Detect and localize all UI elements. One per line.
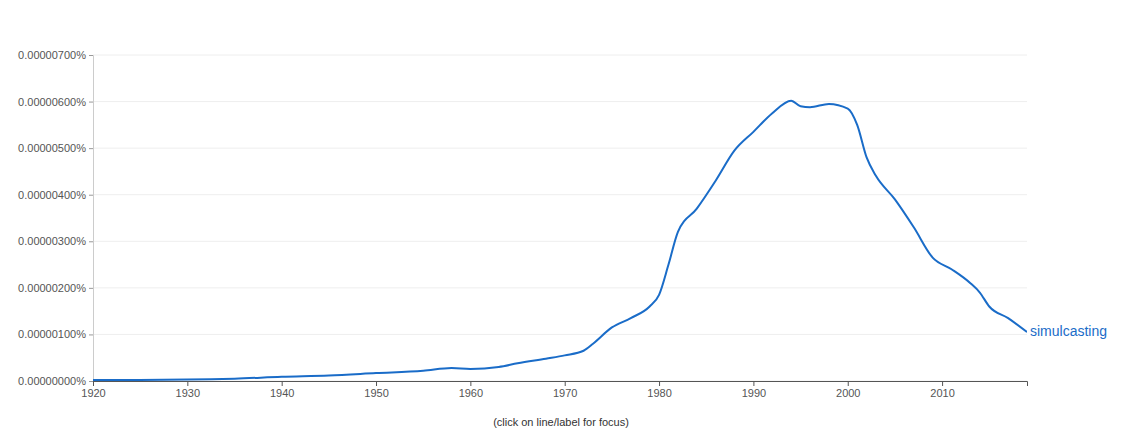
x-tick: 1960	[459, 381, 483, 399]
y-axis-line	[89, 56, 94, 382]
y-tick-mark	[89, 148, 93, 149]
grid-line	[93, 148, 1027, 149]
x-tick: 1970	[553, 381, 577, 399]
grid-line	[93, 194, 1027, 195]
x-tick-label: 1940	[270, 387, 294, 399]
x-tick: 1940	[270, 381, 294, 399]
x-tick-label: 1970	[553, 387, 577, 399]
x-tick-mark	[93, 381, 94, 386]
y-tick-label: 0.00000600%	[18, 96, 86, 108]
x-tick-mark	[659, 381, 660, 386]
y-axis: 0.00000000% 0.00000100% 0.00000200% 0.00000…	[18, 49, 93, 387]
y-tick-mark	[89, 241, 93, 242]
x-tick: 1920	[81, 381, 105, 399]
x-tick: 1990	[742, 381, 766, 399]
x-tick-label: 1980	[647, 387, 671, 399]
y-tick: 0.00000600%	[18, 96, 93, 108]
y-tick-mark	[89, 288, 93, 289]
y-tick-mark	[89, 334, 93, 335]
y-tick-mark	[89, 381, 93, 382]
y-tick-label: 0.00000300%	[18, 235, 86, 247]
x-tick-mark	[470, 381, 471, 386]
y-tick: 0.00000700%	[18, 49, 93, 61]
x-tick-label: 1920	[81, 387, 105, 399]
grid-line	[93, 101, 1027, 102]
x-axis: 1920 1930 1940 1950 1960 1970 1980 1990 2000 2010	[81, 381, 1027, 399]
x-tick: 2000	[836, 381, 860, 399]
y-tick-label: 0.00000700%	[18, 49, 86, 61]
x-tick: 1950	[364, 381, 388, 399]
chart: 0.00000000% 0.00000100% 0.00000200% 0.00000…	[0, 0, 1123, 440]
y-tick: 0.00000200%	[18, 282, 93, 294]
x-tick-mark	[848, 381, 849, 386]
y-tick-label: 0.00000200%	[18, 282, 86, 294]
y-tick: 0.00000400%	[18, 189, 93, 201]
grid-line	[93, 334, 1027, 335]
grid-line	[93, 241, 1027, 242]
y-tick: 0.00000300%	[18, 235, 93, 247]
y-tick-label: 0.00000100%	[18, 328, 86, 340]
x-tick: 1980	[647, 381, 671, 399]
grid	[93, 55, 1027, 381]
x-tick-label: 2010	[930, 387, 954, 399]
x-tick-label: 1950	[364, 387, 388, 399]
y-tick: 0.00000500%	[18, 142, 93, 154]
note: (click on line/label for focus)	[493, 416, 629, 428]
x-tick-mark	[376, 381, 377, 386]
x-tick-label: 1960	[459, 387, 483, 399]
x-axis-line	[94, 382, 1028, 387]
y-tick: 0.00000000%	[18, 375, 93, 387]
plot-area	[93, 101, 1027, 380]
series-label[interactable]: simulcasting	[1030, 323, 1107, 339]
grid-line	[93, 287, 1027, 288]
x-tick-label: 2000	[836, 387, 860, 399]
x-tick-mark	[187, 381, 188, 386]
y-tick-label: 0.00000500%	[18, 142, 86, 154]
x-tick-label: 1930	[176, 387, 200, 399]
y-tick-mark	[89, 55, 93, 56]
x-tick-mark	[942, 381, 943, 386]
x-tick-label: 1990	[742, 387, 766, 399]
y-tick-mark	[89, 195, 93, 196]
y-tick: 0.00000100%	[18, 328, 93, 340]
series-line[interactable]	[93, 101, 1027, 380]
grid-line	[93, 55, 1027, 56]
x-tick: 2010	[930, 381, 954, 399]
x-tick: 1930	[176, 381, 200, 399]
y-tick-label: 0.00000400%	[18, 189, 86, 201]
y-tick-mark	[89, 102, 93, 103]
y-tick-label: 0.00000000%	[18, 375, 86, 387]
x-tick-mark	[565, 381, 566, 386]
x-tick-mark	[753, 381, 754, 386]
x-tick-mark	[282, 381, 283, 386]
